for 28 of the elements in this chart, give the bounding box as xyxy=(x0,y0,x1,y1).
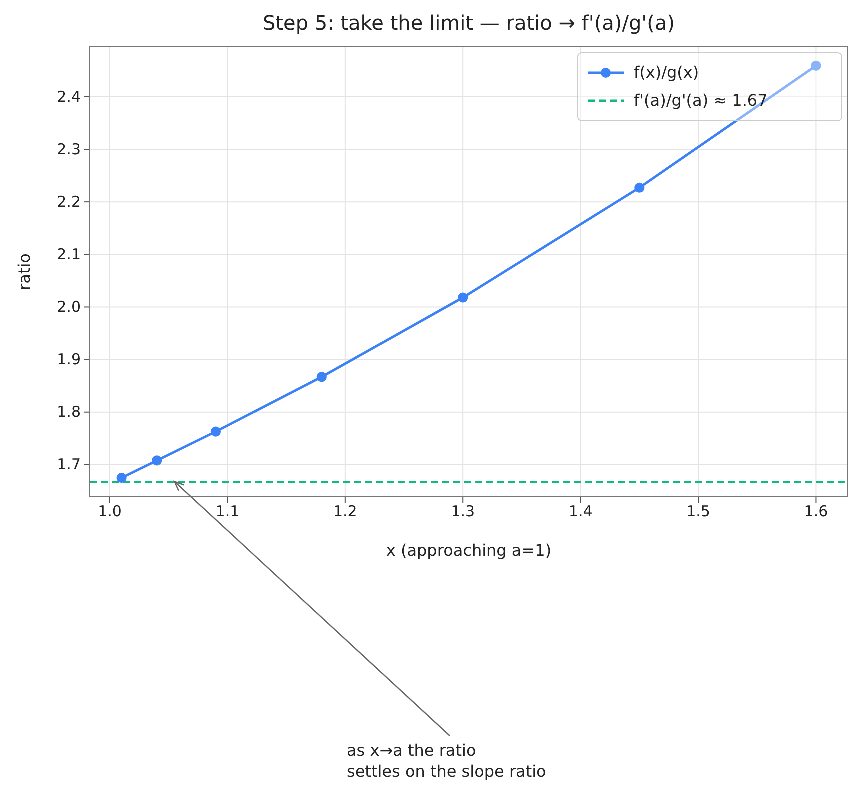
point xyxy=(316,372,327,382)
point xyxy=(152,456,162,466)
y-tick-label: 2.2 xyxy=(57,192,81,211)
x-tick-label: 1.1 xyxy=(216,502,240,521)
y-tick-label: 2.1 xyxy=(57,245,81,264)
y-tick-label: 2.0 xyxy=(57,298,81,316)
point xyxy=(634,182,645,193)
x-tick-label: 1.3 xyxy=(451,502,476,521)
y-tick-label: 2.4 xyxy=(57,88,81,106)
legend-label: f(x)/g(x) xyxy=(634,63,700,82)
y-tick-label: 1.8 xyxy=(57,403,81,422)
y-tick-label: 1.7 xyxy=(57,456,81,474)
legend-label: f'(a)/g'(a) ≈ 1.67 xyxy=(634,91,768,110)
point xyxy=(116,473,127,484)
x-tick-label: 1.5 xyxy=(686,502,710,521)
x-axis-title: x (approaching a=1) xyxy=(386,541,552,560)
y-tick-label: 1.9 xyxy=(57,350,81,369)
x-tick-label: 1.0 xyxy=(98,502,122,521)
x-tick-label: 1.4 xyxy=(568,502,593,521)
point xyxy=(210,426,221,437)
chart-title: Step 5: take the limit — ratio → f'(a)/g'(a) xyxy=(262,11,676,35)
y-axis-title: ratio xyxy=(15,254,34,290)
point xyxy=(458,292,468,303)
point xyxy=(811,60,822,71)
y-tick-label: 2.3 xyxy=(57,140,81,158)
x-tick-label: 1.6 xyxy=(804,502,828,521)
x-tick-label: 1.2 xyxy=(333,502,358,521)
annotation: as x→a the ratio settles on the slope ratio xyxy=(347,741,546,781)
